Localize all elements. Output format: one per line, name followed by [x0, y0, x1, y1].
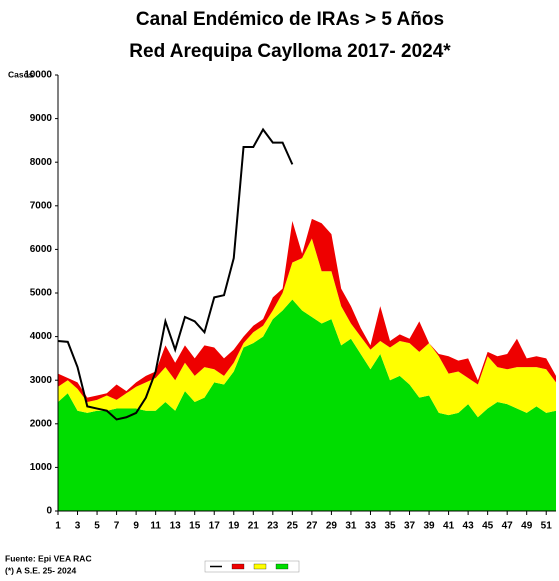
- legend-box: [204, 560, 300, 573]
- area: [58, 238, 556, 418]
- legend-swatch: [253, 563, 267, 570]
- x-tick-label: 1: [55, 521, 61, 532]
- x-tick-label: 47: [502, 521, 514, 532]
- area: [58, 299, 556, 511]
- y-tick-label: 2000: [30, 418, 53, 429]
- x-tick-label: 31: [345, 521, 357, 532]
- x-tick-label: 37: [404, 521, 416, 532]
- x-tick-label: 13: [170, 521, 182, 532]
- x-tick-label: 43: [463, 521, 475, 532]
- y-tick-label: 6000: [30, 244, 53, 255]
- x-tick-label: 29: [326, 521, 338, 532]
- legend-swatch: [231, 563, 245, 570]
- y-tick-label: 3000: [30, 375, 53, 386]
- x-tick-label: 11: [150, 521, 161, 532]
- y-axis-label: Casos: [8, 69, 34, 79]
- y-tick-label: 5000: [30, 288, 53, 299]
- area: [58, 218, 556, 402]
- x-tick-label: 51: [541, 521, 553, 532]
- x-tick-label: 39: [423, 521, 435, 532]
- x-tick-label: 25: [287, 521, 299, 532]
- y-tick-label: 8000: [30, 157, 53, 168]
- x-tick-label: 33: [365, 521, 377, 532]
- y-tick-label: 10000: [24, 70, 52, 81]
- x-tick-label: 45: [482, 521, 494, 532]
- x-tick-label: 17: [209, 521, 221, 532]
- source: Fuente: Epi VEA RAC: [5, 553, 92, 563]
- x-tick-label: 15: [189, 521, 201, 532]
- note: (*) A S.E. 25- 2024: [5, 565, 76, 575]
- x-tick-label: 41: [443, 521, 455, 532]
- y-tick-label: 4000: [30, 331, 53, 342]
- y-tick-label: 0: [46, 506, 52, 517]
- y-tick-label: 7000: [30, 200, 53, 211]
- x-tick-label: 5: [94, 521, 100, 532]
- x-tick-label: 23: [267, 521, 279, 532]
- x-tick-label: 3: [75, 521, 81, 532]
- x-tick-label: 21: [248, 521, 260, 532]
- x-tick-label: 19: [228, 521, 240, 532]
- chart-subtitle: Red Arequipa Caylloma 2017- 2024*: [129, 41, 451, 62]
- x-tick-label: 35: [384, 521, 396, 532]
- x-tick-label: 7: [114, 521, 120, 532]
- chart-title: Canal Endémico de IRAs > 5 Años: [136, 9, 444, 30]
- line: [57, 127, 294, 421]
- legend-swatch: [275, 563, 289, 570]
- x-tick-label: 9: [133, 521, 139, 532]
- x-tick-label: 27: [306, 521, 318, 532]
- y-tick-label: 1000: [30, 462, 53, 473]
- x-tick-label: 49: [521, 521, 533, 532]
- y-tick-label: 9000: [30, 113, 53, 124]
